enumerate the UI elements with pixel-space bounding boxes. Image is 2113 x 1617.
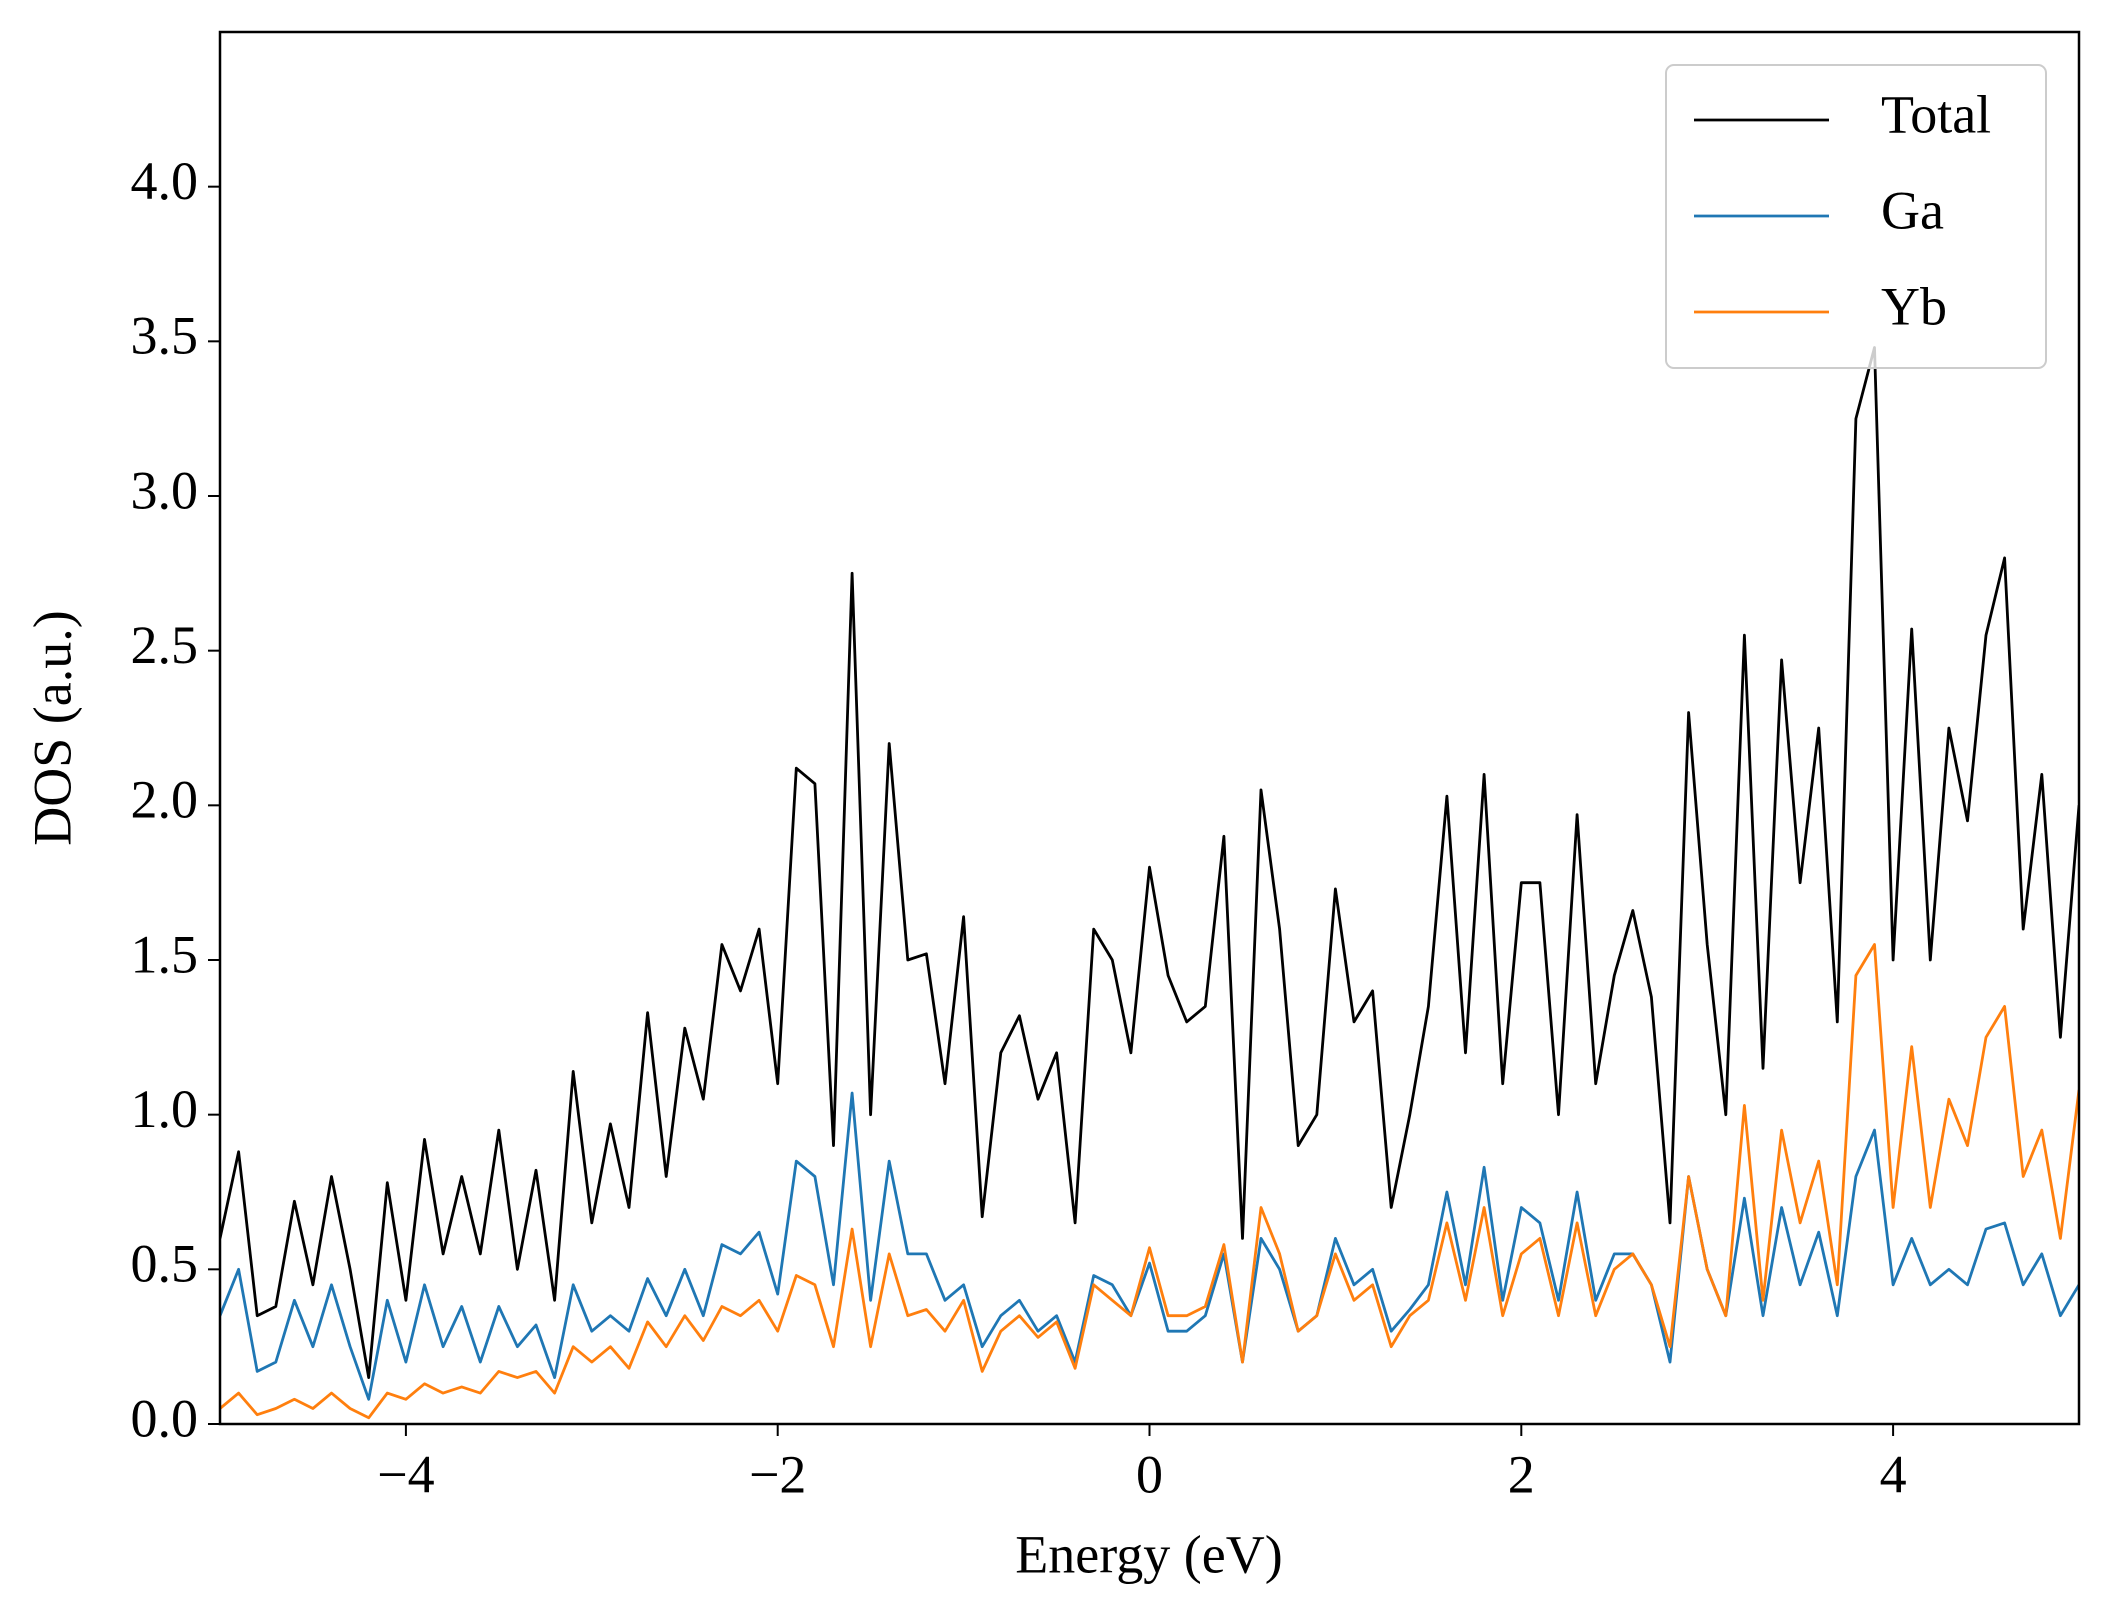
legend-label: Ga — [1881, 180, 1944, 240]
x-tick-label: −4 — [377, 1444, 434, 1504]
series-line — [220, 1091, 2079, 1401]
plot-frame — [218, 30, 2081, 1426]
y-tick-label: 2.0 — [131, 770, 199, 830]
x-tick-label: 2 — [1508, 1444, 1535, 1504]
y-tick-label: 2.5 — [131, 615, 199, 675]
y-tick-label: 1.5 — [131, 924, 199, 984]
legend-label: Yb — [1881, 276, 1947, 336]
x-tick-label: −2 — [749, 1444, 806, 1504]
legend-box — [1665, 64, 2047, 369]
y-axis-label: DOS (a.u.) — [22, 610, 82, 845]
x-tick-label: 4 — [1880, 1444, 1907, 1504]
x-tick-label: 0 — [1136, 1444, 1163, 1504]
y-tick-label: 4.0 — [131, 151, 199, 211]
y-tick-label: 3.5 — [131, 306, 199, 366]
series-line — [220, 346, 2079, 1379]
y-tick-label: 0.5 — [131, 1234, 199, 1294]
y-tick-label: 3.0 — [131, 460, 199, 520]
y-tick-label: 0.0 — [131, 1388, 199, 1448]
y-tick-label: 1.0 — [131, 1079, 199, 1139]
x-axis-label: Energy (eV) — [1015, 1524, 1282, 1584]
legend-label: Total — [1881, 84, 1991, 144]
series-line — [220, 943, 2079, 1420]
